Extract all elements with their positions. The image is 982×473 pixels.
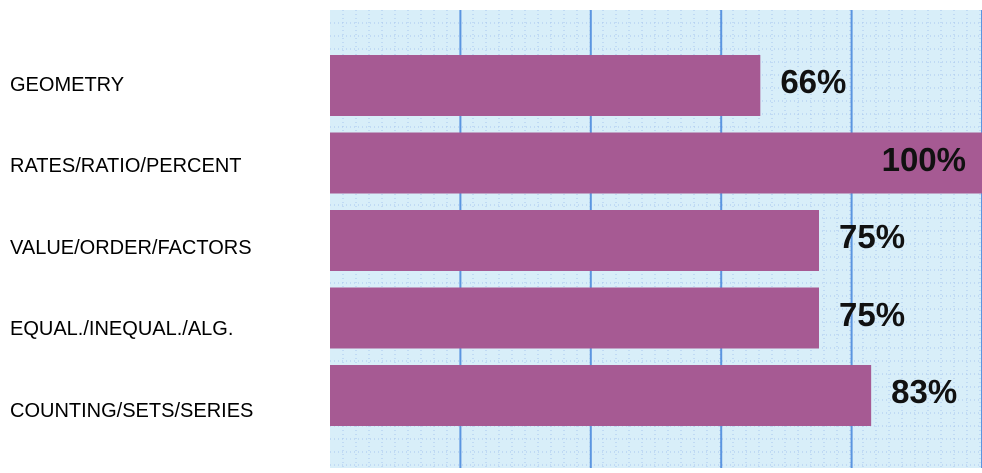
bar	[330, 365, 872, 426]
category-label: GEOMETRY	[10, 73, 125, 96]
value-label: 75%	[839, 295, 906, 333]
bar	[330, 210, 819, 271]
value-label: 100%	[881, 140, 966, 178]
category-label: VALUE/ORDER/FACTORS	[10, 236, 252, 259]
category-label: RATES/RATIO/PERCENT	[10, 155, 242, 177]
bar	[330, 55, 761, 116]
category-label: EQUAL./INEQUAL./ALG.	[10, 318, 234, 340]
value-label: 75%	[839, 218, 906, 255]
bar	[330, 287, 819, 349]
value-label: 83%	[891, 373, 958, 410]
category-label: COUNTING/SETS/SERIES	[10, 399, 254, 422]
value-label: 66%	[780, 63, 847, 100]
bar	[330, 132, 982, 194]
